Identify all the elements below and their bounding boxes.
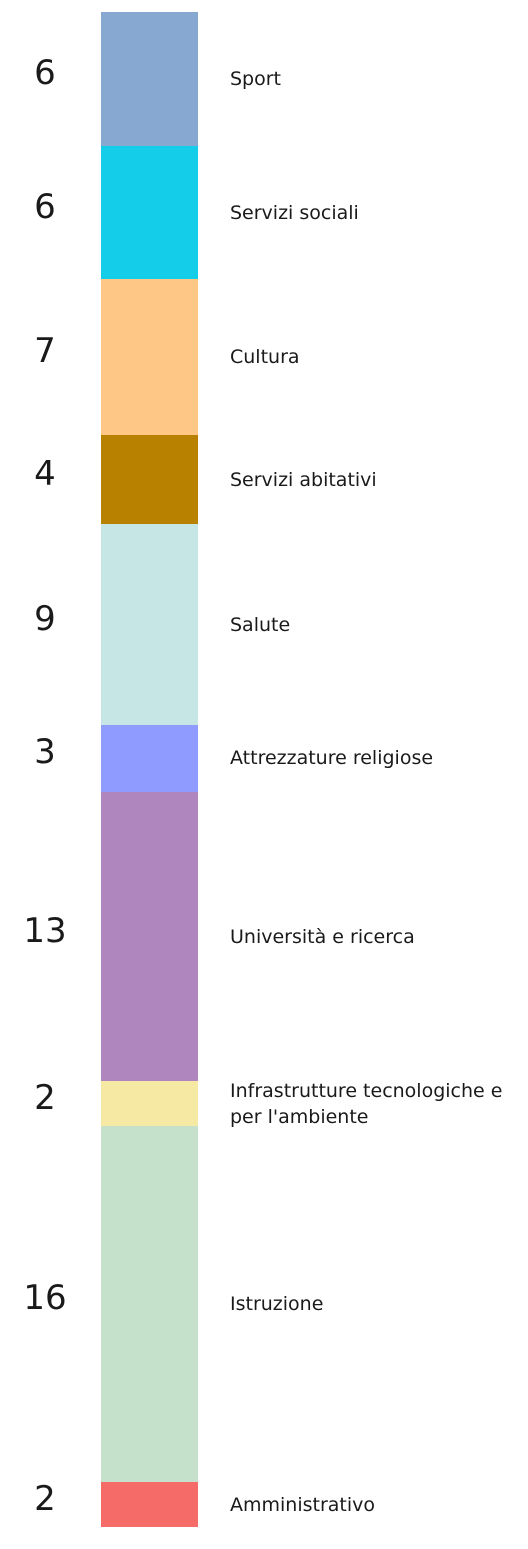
bar-segment <box>101 1482 198 1527</box>
value-label: 13 <box>23 910 67 951</box>
category-label: Salute <box>230 613 291 636</box>
bar-segment <box>101 435 198 525</box>
category-label: Infrastrutture tecnologiche e per l'ambi… <box>230 1079 503 1128</box>
category-label: Università e ricerca <box>230 925 415 948</box>
bar-segment <box>101 12 198 146</box>
bar-segment <box>101 1081 198 1126</box>
value-label: 9 <box>34 598 56 639</box>
category-label: Attrezzature religiose <box>230 747 434 770</box>
bar-segment <box>101 724 198 792</box>
category-label: Cultura <box>230 346 300 369</box>
value-label: 6 <box>34 186 56 227</box>
value-label: 2 <box>34 1478 56 1519</box>
bar-segment <box>101 524 198 725</box>
value-label: 16 <box>23 1278 67 1319</box>
bar-segment <box>101 1125 198 1483</box>
value-label: 4 <box>34 453 56 494</box>
category-label: Servizi sociali <box>230 201 359 224</box>
value-label: 6 <box>34 52 56 93</box>
category-label: Sport <box>230 67 282 90</box>
bar-segment <box>101 279 198 436</box>
category-label: Amministrativo <box>230 1493 376 1516</box>
bar-segment <box>101 791 198 1082</box>
bar-segment <box>101 145 198 280</box>
value-label: 2 <box>34 1077 56 1118</box>
value-label: 7 <box>34 331 56 372</box>
category-label: Istruzione <box>230 1293 324 1316</box>
category-label: Servizi abitativi <box>230 468 377 491</box>
value-label: 3 <box>34 732 56 773</box>
